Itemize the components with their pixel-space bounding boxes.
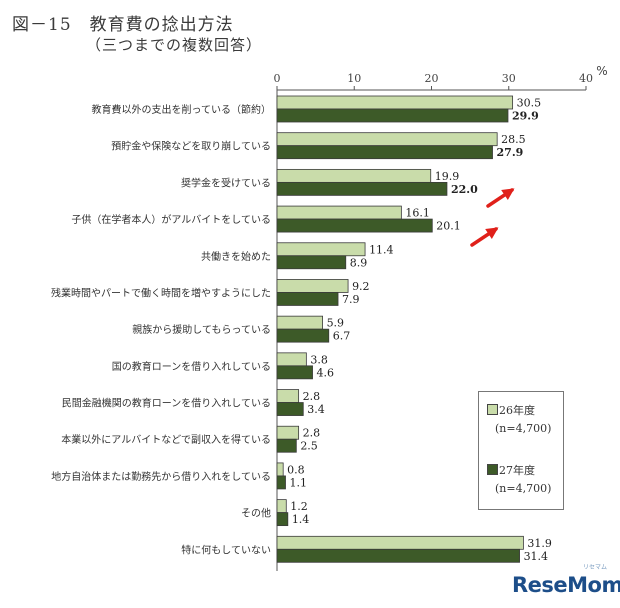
data-label-26: 30.5: [517, 97, 542, 110]
bar-26: [276, 352, 307, 367]
bar-27: [276, 402, 304, 416]
bar-26: [276, 279, 349, 293]
data-label-26: 9.2: [352, 280, 370, 293]
bar-26: [276, 168, 432, 183]
data-label-26: 28.5: [501, 133, 525, 146]
red-arrow-head: [485, 227, 499, 239]
data-label-27: 2.5: [300, 440, 318, 453]
x-tick-label: 0: [274, 72, 281, 85]
bar-27: [276, 328, 330, 343]
data-label-27: 1.1: [289, 476, 307, 489]
data-label-26: 2.8: [303, 390, 321, 403]
bar-27: [276, 218, 433, 233]
bar-26: [276, 95, 514, 110]
data-label-27: 4.6: [317, 366, 335, 379]
watermark-logo-sub: リセマム: [583, 564, 608, 571]
unit-label: %: [596, 64, 607, 78]
category-label: 地方自治体または勤務先から借り入れをしている: [51, 470, 271, 483]
watermark-logo: ReseMom: [512, 573, 620, 597]
bar-27: [276, 548, 520, 563]
data-label-26: 5.9: [327, 317, 345, 330]
data-label-27: 6.7: [333, 330, 351, 343]
x-tick-label: 20: [425, 72, 439, 85]
category-label: 本業以外にアルバイトなどで副収入を得ている: [61, 433, 271, 446]
category-label: その他: [241, 507, 271, 520]
data-label-27: 31.4: [524, 550, 549, 563]
legend-item-27: 27年度: [487, 462, 535, 478]
legend-n-27: (n=4,700): [495, 482, 552, 495]
data-label-27: 8.9: [350, 256, 368, 269]
bar-27: [276, 438, 297, 453]
x-tick-label: 40: [579, 72, 593, 85]
legend-swatch-26: [487, 404, 498, 415]
category-label: 奨学金を受けている: [181, 176, 271, 189]
legend-label-26: 26年度: [499, 404, 535, 417]
red-arrow-head: [501, 188, 515, 200]
data-label-27: 3.4: [307, 403, 325, 416]
category-label: 教育費以外の支出を削っている（節約）: [92, 103, 272, 116]
bar-26: [276, 389, 300, 403]
bar-27: [276, 181, 448, 196]
data-label-27: 29.9: [512, 110, 539, 123]
data-label-26: 19.9: [435, 170, 460, 183]
bar-26: [276, 462, 284, 477]
category-label: 預貯金や保険などを取り崩している: [111, 140, 271, 153]
data-label-27: 27.9: [497, 146, 524, 159]
bar-27: [276, 475, 286, 490]
legend-n-26: (n=4,700): [495, 422, 552, 435]
data-label-27: 7.9: [342, 293, 360, 306]
data-label-27: 22.0: [451, 183, 478, 196]
category-label: 残業時間やパートで働く時間を増やすようにした: [51, 286, 271, 299]
bar-27: [276, 365, 313, 380]
category-label: 共働きを始めた: [201, 250, 271, 263]
data-label-27: 1.4: [292, 513, 310, 526]
bar-26: [276, 499, 287, 514]
category-label: 国の教育ローンを借り入れしている: [112, 360, 271, 373]
x-tick-label: 10: [347, 72, 361, 85]
legend-item-26: 26年度: [487, 402, 535, 418]
bar-26: [276, 535, 524, 550]
bar-27: [276, 145, 493, 160]
category-label: 子供（在学者本人）がアルバイトをしている: [71, 213, 271, 226]
bar-26: [276, 242, 366, 257]
category-label: 特に何もしていない: [181, 543, 271, 556]
bar-26: [276, 205, 402, 220]
data-label-27: 20.1: [436, 220, 461, 233]
bar-26: [276, 132, 498, 147]
bar-27: [276, 512, 289, 527]
x-tick-label: 30: [502, 72, 516, 85]
data-label-26: 31.9: [527, 537, 552, 550]
chart-title: 図－15 教育費の捻出方法: [12, 15, 234, 35]
bar-26: [276, 315, 323, 330]
chart-subtitle: （三つまでの複数回答）: [86, 36, 263, 54]
data-label-26: 1.2: [290, 500, 308, 513]
category-label: 民間金融機関の教育ローンを借り入れしている: [62, 397, 271, 410]
data-label-26: 2.8: [303, 427, 321, 440]
data-label-26: 16.1: [405, 207, 430, 220]
legend: 26年度 (n=4,700) 27年度 (n=4,700): [478, 391, 564, 510]
bar-27: [276, 292, 339, 306]
bar-26: [276, 425, 300, 440]
bar-27: [276, 255, 347, 270]
category-label: 親族から援助してもらっている: [132, 323, 271, 336]
data-label-26: 11.4: [369, 243, 394, 256]
data-label-26: 3.8: [310, 353, 328, 366]
legend-swatch-27: [487, 464, 498, 475]
data-label-26: 0.8: [287, 463, 305, 476]
bar-27: [276, 108, 509, 123]
legend-label-27: 27年度: [499, 464, 535, 477]
